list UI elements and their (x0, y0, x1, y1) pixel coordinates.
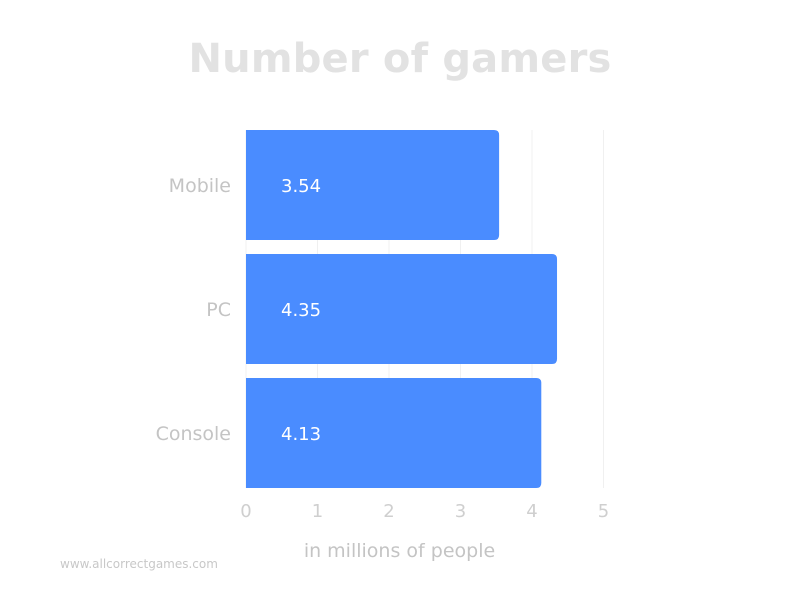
watermark: www.allcorrectgames.com (60, 557, 218, 571)
bar-console (246, 378, 542, 488)
x-tick-label-4: 4 (526, 501, 537, 522)
value-label-pc: 4.35 (281, 300, 321, 321)
bar-mobile (246, 130, 500, 240)
bars (246, 130, 558, 488)
x-axis-label: in millions of people (303, 540, 496, 562)
category-label-mobile: Mobile (169, 175, 231, 197)
x-tick-label-3: 3 (455, 501, 466, 522)
category-labels: Mobile PC Console (156, 175, 231, 445)
category-label-console: Console (156, 423, 231, 445)
bar-pc (246, 254, 558, 364)
value-labels: 3.54 4.35 4.13 (281, 176, 321, 445)
x-tick-label-1: 1 (312, 501, 323, 522)
value-label-mobile: 3.54 (281, 176, 321, 197)
category-label-pc: PC (206, 299, 231, 321)
x-tick-labels: 0 1 2 3 4 5 (240, 501, 609, 522)
chart-title: Number of gamers (188, 36, 612, 82)
x-tick-label-0: 0 (240, 501, 251, 522)
x-tick-label-2: 2 (383, 501, 394, 522)
value-label-console: 4.13 (281, 424, 321, 445)
x-tick-label-5: 5 (598, 501, 609, 522)
